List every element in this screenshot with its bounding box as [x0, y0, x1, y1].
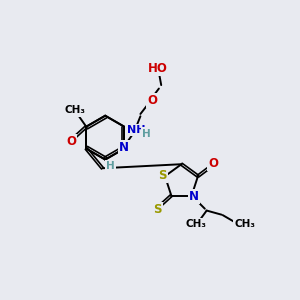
Text: CH₃: CH₃: [64, 106, 85, 116]
Text: O: O: [66, 135, 76, 148]
Text: N: N: [119, 141, 129, 154]
Text: NH: NH: [127, 125, 145, 135]
Text: N: N: [120, 143, 130, 156]
Text: O: O: [147, 94, 157, 106]
Text: H: H: [106, 161, 115, 171]
Text: N: N: [189, 190, 199, 203]
Text: CH₃: CH₃: [234, 219, 255, 230]
Text: O: O: [208, 157, 218, 170]
Text: HO: HO: [148, 62, 168, 75]
Text: CH₃: CH₃: [186, 219, 207, 230]
Text: S: S: [153, 203, 162, 216]
Text: S: S: [158, 169, 167, 182]
Text: H: H: [142, 129, 151, 139]
